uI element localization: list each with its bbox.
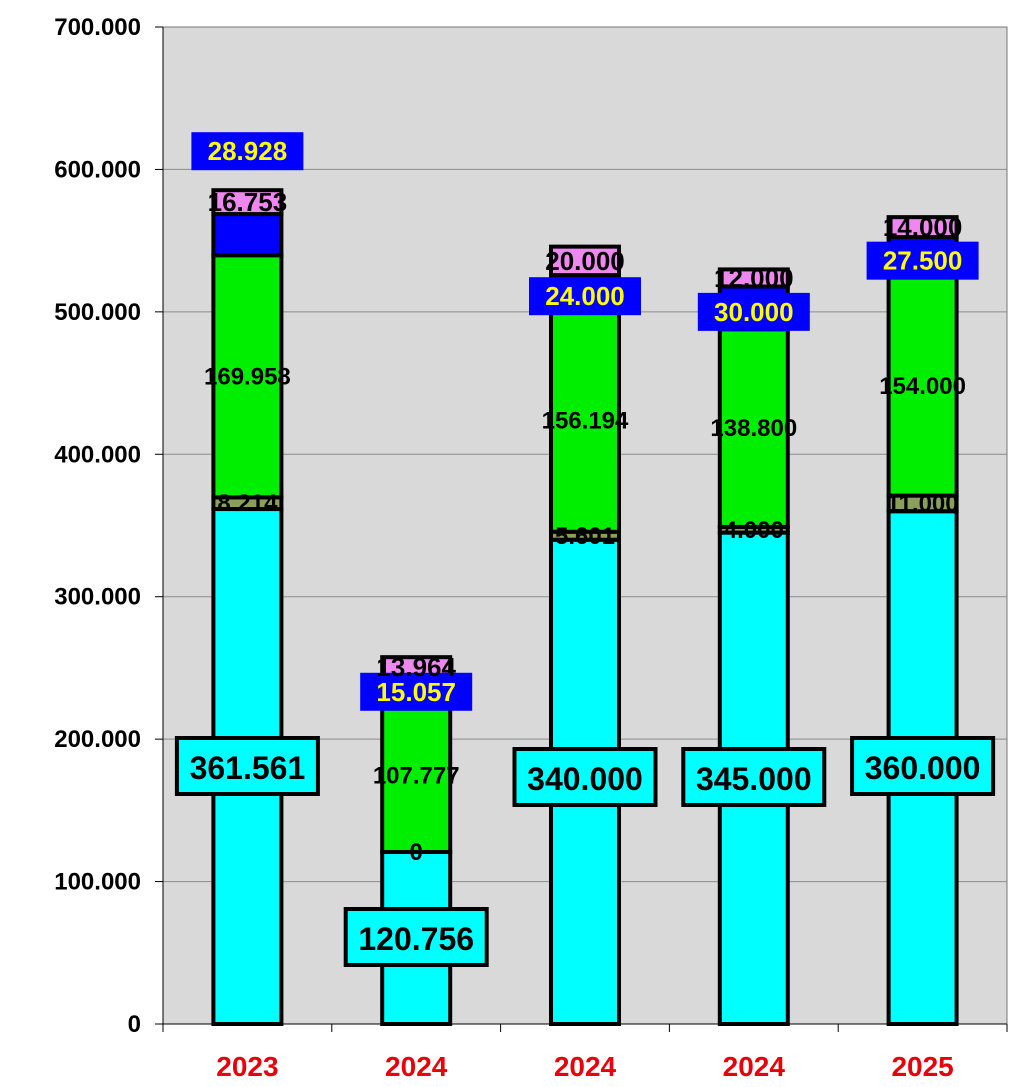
value-label-box <box>191 132 304 171</box>
value-label: 8.214 <box>217 490 278 517</box>
value-label: 169.958 <box>204 363 291 390</box>
value-label: 156.194 <box>542 408 629 435</box>
value-label-box <box>529 277 641 316</box>
y-tick-label: 400.000 <box>54 441 141 468</box>
bar-segment <box>549 307 621 534</box>
value-label: 13.964 <box>376 652 456 682</box>
value-label: 107.777 <box>373 762 460 789</box>
axes: 0 100.000 200.000 300.000 400.000 500.000 600.… <box>54 14 1008 1082</box>
category-label: 2024 <box>723 1051 786 1082</box>
bars <box>211 188 959 1027</box>
bar-segment <box>549 244 621 278</box>
category-label: 2025 <box>891 1051 953 1082</box>
bar-segment <box>886 274 959 498</box>
value-label: 4.000 <box>724 517 784 544</box>
value-label: 20.000 <box>545 246 625 276</box>
value-label: 12.000 <box>714 263 794 293</box>
value-label: 138.800 <box>710 415 797 442</box>
y-tick-label: 700.000 <box>54 14 141 41</box>
y-tick-label: 0 <box>128 1011 141 1038</box>
value-label: 14.000 <box>883 212 963 242</box>
category-label: 2023 <box>216 1051 278 1082</box>
value-label: 28.928 <box>208 136 288 166</box>
value-label: 15.057 <box>376 677 456 707</box>
value-label-box <box>174 736 320 796</box>
value-label: 24.000 <box>545 281 625 311</box>
value-label: 154.000 <box>879 373 966 400</box>
value-label-box <box>697 292 810 331</box>
bar-segment <box>211 188 284 217</box>
bar-segment <box>886 215 959 240</box>
value-label: 360.000 <box>865 750 981 786</box>
value-label: 27.500 <box>883 246 963 276</box>
y-tick-label: 100.000 <box>54 869 141 896</box>
value-label: 11.000 <box>887 490 959 517</box>
category-label: 2024 <box>554 1051 617 1082</box>
value-label: 120.756 <box>358 921 474 957</box>
value-label-box <box>866 241 979 280</box>
value-label: 361.561 <box>190 750 306 786</box>
value-label-box <box>512 747 658 807</box>
y-tick-label: 500.000 <box>54 299 141 326</box>
bar-segment <box>211 253 284 500</box>
bar-segment <box>717 267 790 289</box>
value-label: 340.000 <box>527 761 643 797</box>
value-label-box <box>681 747 827 807</box>
data-labels: 361.561 8.214 169.958 28.928 16.753 120.756 0 1… <box>174 132 996 967</box>
bar-segment <box>211 212 284 258</box>
bar-segment <box>717 327 790 529</box>
value-label: 345.000 <box>696 761 812 797</box>
y-tick-label: 200.000 <box>54 726 141 753</box>
value-label-box <box>360 672 473 711</box>
value-label: 5.601 <box>555 523 615 550</box>
category-label: 2024 <box>385 1051 448 1082</box>
value-label: 30.000 <box>714 297 794 327</box>
value-label: 16.753 <box>208 187 288 217</box>
value-label: 0 <box>410 839 423 866</box>
value-label-box <box>343 907 489 967</box>
y-tick-label: 600.000 <box>54 156 141 183</box>
y-tick-label: 300.000 <box>54 584 141 611</box>
value-label-box <box>850 736 996 796</box>
